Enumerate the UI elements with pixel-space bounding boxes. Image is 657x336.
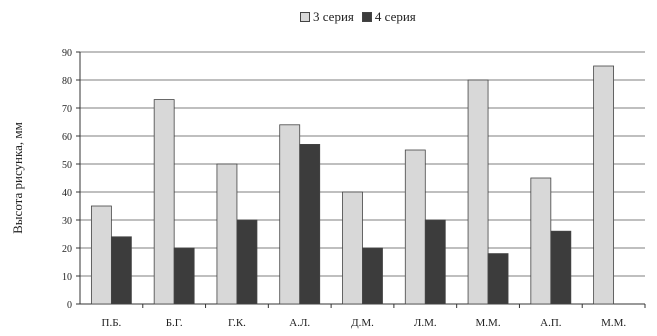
legend-item-series-3: 3 серия (300, 9, 354, 25)
x-tick-label: Г.К. (228, 317, 246, 329)
y-tick-label: 40 (62, 188, 72, 199)
legend-label-series-4: 4 серия (374, 9, 416, 24)
bar-series-3 (279, 124, 301, 305)
y-tick-label: 10 (62, 272, 72, 283)
y-tick-label: 0 (67, 300, 72, 311)
bar-series-3 (153, 99, 175, 305)
x-tick-label: М.М. (476, 317, 501, 329)
x-tick-label: Д.М. (351, 317, 374, 329)
chart-legend: 3 серия 4 серия (300, 8, 416, 26)
bar-series-3 (593, 65, 615, 305)
y-tick-label: 30 (62, 216, 72, 227)
bar-series-4 (424, 219, 446, 305)
legend-swatch-series-4 (361, 12, 372, 22)
y-tick-label: 60 (62, 132, 72, 143)
bar-series-4 (362, 247, 383, 305)
bar-series-3 (216, 163, 238, 305)
y-tick-label: 90 (62, 48, 72, 59)
x-tick-label: Л.М. (414, 317, 437, 329)
bar-series-4 (236, 219, 258, 305)
y-tick-label: 20 (62, 244, 72, 255)
bar-series-3 (90, 205, 112, 305)
bar-series-3 (404, 149, 426, 305)
legend-item-series-4: 4 серия (361, 9, 416, 25)
bar-series-4 (487, 253, 509, 305)
y-axis-label: Высота рисунка, мм (10, 122, 25, 234)
y-axis-label-wrap: Высота рисунка, мм (4, 62, 32, 294)
bar-series-4 (110, 236, 132, 305)
y-tick-label: 50 (62, 160, 72, 171)
bar-series-3 (342, 191, 363, 305)
bar-series-4 (299, 143, 321, 305)
bar-series-4 (550, 230, 572, 305)
legend-swatch-series-3 (300, 12, 310, 22)
y-tick-label: 80 (62, 76, 72, 87)
x-tick-label: А.П. (540, 317, 562, 329)
bar-series-3 (467, 79, 489, 305)
legend-label-series-3: 3 серия (313, 9, 354, 24)
bar-series-4 (173, 247, 195, 305)
x-tick-label: А.Л. (289, 317, 310, 329)
x-tick-label: М.М. (601, 317, 626, 329)
x-tick-label: Б.Г. (166, 317, 183, 329)
bar-series-3 (530, 177, 552, 305)
x-tick-label: П.Б. (102, 317, 122, 329)
y-tick-label: 70 (62, 104, 72, 115)
